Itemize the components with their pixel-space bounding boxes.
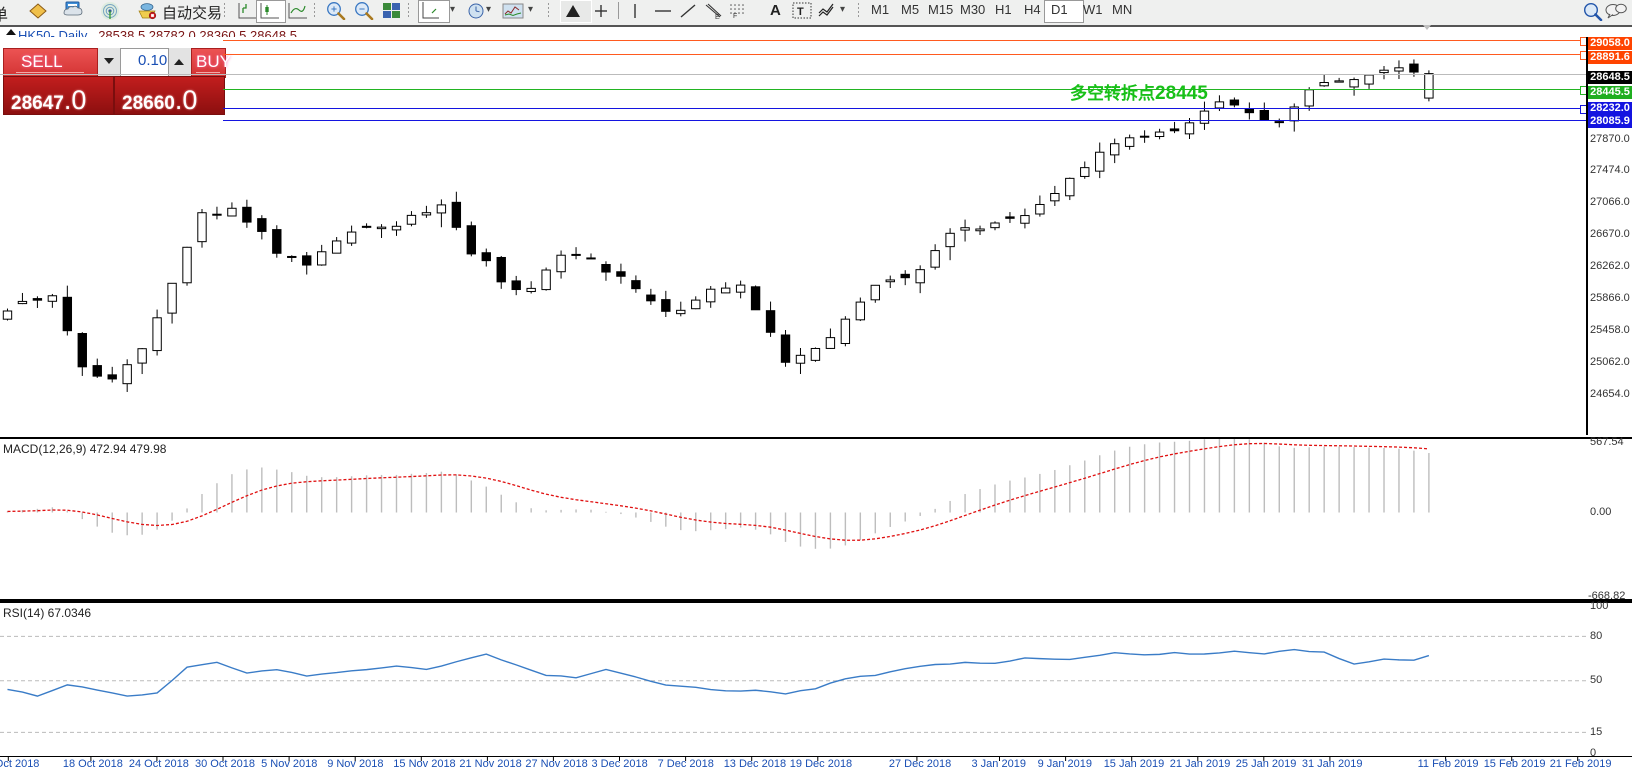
svg-text:F: F <box>733 13 737 18</box>
svg-text:E: E <box>715 14 720 19</box>
svg-text:T: T <box>797 6 804 18</box>
